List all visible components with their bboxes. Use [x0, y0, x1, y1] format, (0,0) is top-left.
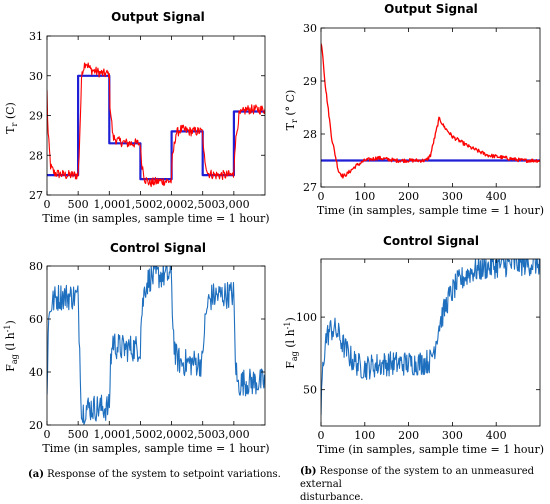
- chart-1-frame: [320, 27, 541, 188]
- chart-2-ytick-label-1: 40: [29, 366, 43, 379]
- chart-0-ytick-label-0: 27: [29, 189, 43, 202]
- chart-1-series-1-line: [321, 43, 540, 179]
- chart-0-xtick-label-5: 2,500: [187, 198, 219, 211]
- chart-2-frame: [46, 265, 266, 426]
- chart-0-plot: [47, 62, 265, 188]
- chart-1-ytick-label-1: 28: [303, 128, 317, 141]
- chart-0-xtick-label-2: 1,000: [94, 198, 126, 211]
- chart-3-series-0-line: [321, 259, 540, 415]
- chart-0-series-1-line: [47, 62, 265, 188]
- chart-3-xtick-label-2: 200: [398, 429, 419, 442]
- chart-2-title: Control Signal: [110, 241, 206, 255]
- chart-2-series-0-line: [47, 266, 265, 425]
- caption-b-text-line2: disturbance.: [300, 492, 364, 503]
- chart-1-xtick-label-1: 100: [354, 190, 375, 203]
- chart-3-xlabel: Time (in samples, sample time = 1 hour): [317, 443, 544, 456]
- caption-b-tag: (b): [300, 466, 317, 477]
- chart-2-xtick-label-6: 3,000: [218, 428, 250, 441]
- chart-0-ytick-label-3: 30: [29, 70, 43, 83]
- chart-1-xtick-label-0: 0: [318, 190, 325, 203]
- chart-3-xtick-label-0: 0: [318, 429, 325, 442]
- chart-0-xtick-label-6: 3,000: [218, 198, 250, 211]
- chart-1-plot: [321, 43, 540, 179]
- chart-3-ytick-label-1: 100: [296, 311, 317, 324]
- chart-3-title: Control Signal: [383, 234, 479, 248]
- chart-0-frame: [46, 35, 266, 196]
- chart-1-ytick-label-2: 29: [303, 75, 317, 88]
- chart-0-xtick-label-3: 1,500: [125, 198, 157, 211]
- chart-2-xtick-label-3: 1,500: [125, 428, 157, 441]
- chart-2-ytick-label-2: 60: [29, 313, 43, 326]
- chart-1-xlabel: Time (in samples, sample time = 1 hour): [317, 204, 544, 217]
- caption-a: (a) Response of the system to setpoint v…: [28, 468, 288, 481]
- chart-2-xlabel: Time (in samples, sample time = 1 hour): [42, 442, 269, 455]
- caption-b: (b) Response of the system to an unmeasu…: [300, 465, 550, 504]
- chart-0-xtick-label-0: 0: [44, 198, 51, 211]
- chart-2-ytick-label-0: 20: [29, 419, 43, 432]
- chart-0-xtick-label-1: 500: [68, 198, 89, 211]
- chart-2-ylabel: Fag (l h-1): [3, 320, 19, 372]
- chart-3-frame: [320, 258, 541, 427]
- chart-2-xtick-label-1: 500: [68, 428, 89, 441]
- chart-1: Output Signal 0 100 200 300 400 27 28 29 30 Time (…: [284, 2, 544, 217]
- chart-3-ytick-label-0: 50: [303, 384, 317, 397]
- chart-0-ytick-label-1: 28: [29, 149, 43, 162]
- chart-0: Output Signal 0 500 1,000 1,500 2,000 2,500 3,0…: [4, 10, 270, 225]
- chart-0-xlabel: Time (in samples, sample time = 1 hour): [42, 212, 269, 225]
- caption-b-text-line1: Response of the system to an unmeasured …: [300, 466, 535, 490]
- chart-2-xtick-label-0: 0: [44, 428, 51, 441]
- chart-1-ylabel: Tr (° C): [284, 90, 299, 131]
- chart-2: Control Signal 0 500 1,000 1,500 2,000 2,500 3,…: [3, 241, 270, 455]
- chart-3-xtick-label-1: 100: [354, 429, 375, 442]
- chart-2-ytick-label-3: 80: [29, 260, 43, 273]
- chart-0-xtick-label-4: 2,000: [156, 198, 188, 211]
- chart-3-plot: [321, 259, 540, 415]
- chart-1-title: Output Signal: [384, 2, 478, 16]
- chart-1-xtick-label-2: 200: [398, 190, 419, 203]
- chart-2-plot: [47, 266, 265, 425]
- chart-3-xtick-label-3: 300: [442, 429, 463, 442]
- chart-3-xtick-label-4: 400: [486, 429, 507, 442]
- chart-1-xtick-label-3: 300: [442, 190, 463, 203]
- chart-0-title: Output Signal: [111, 10, 205, 24]
- chart-0-ytick-label-2: 29: [29, 110, 43, 123]
- caption-a-tag: (a): [28, 469, 44, 480]
- chart-2-xtick-label-2: 1,000: [94, 428, 126, 441]
- chart-3-ylabel: Fag (l h-1): [283, 317, 299, 369]
- chart-0-ytick-label-4: 31: [29, 30, 43, 43]
- chart-2-xtick-label-4: 2,000: [156, 428, 188, 441]
- caption-a-text: Response of the system to setpoint varia…: [47, 469, 281, 480]
- chart-1-xtick-label-4: 400: [486, 190, 507, 203]
- chart-2-xtick-label-5: 2,500: [187, 428, 219, 441]
- chart-1-ytick-label-3: 30: [303, 22, 317, 35]
- chart-1-ytick-label-0: 27: [303, 181, 317, 194]
- chart-0-ylabel: Tr (C): [4, 102, 19, 134]
